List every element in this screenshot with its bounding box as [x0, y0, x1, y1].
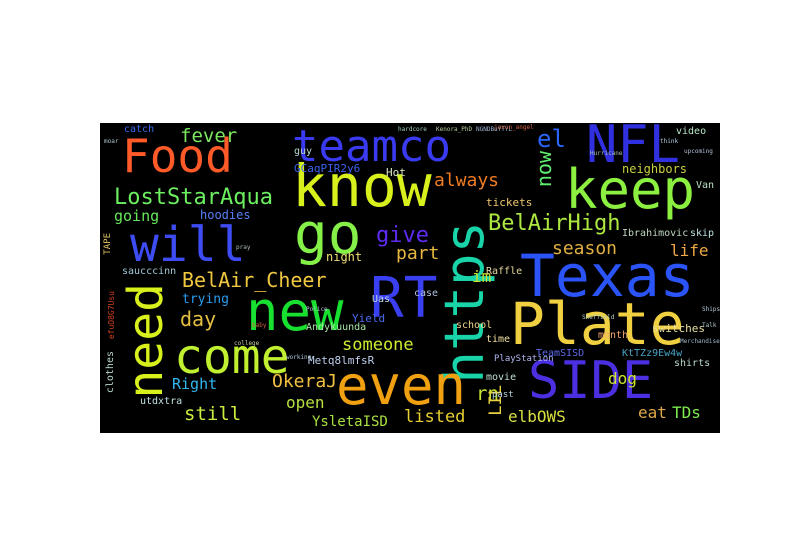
word-hot: Hot: [386, 166, 406, 179]
word-raffle: Raffle: [486, 266, 523, 277]
word-trying: trying: [182, 292, 229, 307]
word-school: school: [456, 320, 493, 331]
word-tape: TAPE: [103, 233, 113, 255]
word-playstation: PlayStation: [494, 354, 554, 364]
word-eat: eat: [638, 403, 667, 422]
word-even: even: [336, 354, 467, 417]
word-skip: skip: [690, 228, 715, 239]
word-catch: catch: [124, 124, 155, 135]
word-cloud: Food teamco NFL know keep will go https …: [100, 123, 720, 433]
word-switches: switches: [652, 322, 705, 335]
word-give: give: [376, 223, 429, 248]
word-teamco: teamco: [292, 123, 451, 172]
word-will: will: [130, 217, 246, 273]
word-tiny-3: Kenora_PhD: [436, 126, 473, 133]
word-someone: someone: [342, 335, 414, 355]
word-tiny-7: upcoming: [684, 148, 713, 155]
word-metq: Metq8lmfsR: [308, 354, 375, 367]
word-ktt: KtTZz9Ew4w: [622, 348, 683, 359]
word-tickets: tickets: [486, 196, 533, 209]
word-guy: guy: [294, 146, 313, 157]
word-nfl: NFL: [586, 123, 680, 175]
word-listed: listed: [404, 407, 466, 427]
word-always: always: [434, 170, 500, 191]
word-elbows: elbOWS: [508, 407, 566, 426]
word-texas: Texas: [520, 242, 695, 310]
word-past: past: [492, 390, 514, 400]
word-case: case: [414, 288, 439, 299]
word-need: need: [118, 283, 174, 399]
word-tiny-10: Merchandise: [680, 338, 720, 345]
word-rn: rn: [476, 383, 499, 405]
word-tiny-12: Talk: [702, 322, 717, 329]
word-gcaq: GCaqPIR2y6: [294, 162, 361, 175]
word-video: video: [676, 126, 707, 137]
word-tiny-11: Ships: [702, 306, 720, 313]
word-tiny-15: pray: [236, 244, 251, 251]
word-side: SIDE: [528, 351, 654, 411]
word-im: im: [472, 267, 492, 286]
word-hoodies: hoodies: [200, 208, 251, 222]
word-rt: RT: [370, 266, 438, 331]
word-tiny-14: baby: [252, 322, 267, 329]
word-season: season: [552, 238, 618, 259]
word-saucccinn: saucccinn: [122, 266, 177, 277]
word-neighbors: neighbors: [622, 162, 688, 176]
word-lost-star-aqua: LostStarAqua: [114, 185, 273, 210]
word-keep: keep: [565, 158, 696, 221]
word-know: know: [292, 152, 432, 220]
word-food: Food: [122, 129, 233, 183]
word-tiny-9: Sheffield: [582, 314, 615, 321]
word-night: night: [326, 250, 363, 264]
word-tiny-13: Police: [306, 306, 328, 313]
word-tiny-2: hardcore: [398, 126, 427, 133]
word-van: Van: [696, 180, 715, 191]
word-ibrahimovic: Ibrahimovic: [622, 228, 689, 239]
word-andykuunda: Andykuunda: [306, 322, 367, 333]
word-still: still: [184, 403, 242, 425]
word-efu: efuO8G7Usu: [107, 291, 116, 340]
word-open: open: [286, 393, 325, 412]
word-movie: movie: [486, 372, 517, 383]
word-going: going: [114, 207, 160, 225]
word-now: now: [532, 151, 556, 188]
word-day: day: [180, 307, 217, 331]
word-okeraj: OkeraJ: [272, 371, 338, 392]
word-dog: dog: [608, 369, 637, 388]
word-tiny-1: moar: [104, 138, 119, 145]
word-go: go: [294, 202, 362, 267]
word-el: el: [537, 125, 566, 153]
word-tiny-17: college: [234, 340, 260, 347]
word-utdxtra: utdxtra: [140, 396, 183, 407]
word-tiny-4: NGNDBuYTYL: [476, 126, 513, 133]
word-yield: Yield: [352, 312, 386, 325]
word-time: time: [486, 334, 511, 345]
word-fever: fever: [180, 125, 238, 147]
word-plate: Plate: [510, 290, 685, 358]
word-month: month: [598, 330, 629, 341]
word-ysleta-isd: YsletaISD: [312, 414, 388, 430]
word-life: life: [670, 241, 709, 260]
word-bel-air-cheer: BelAir_Cheer: [182, 268, 327, 292]
word-come: come: [174, 329, 290, 385]
word-tds: TDs: [672, 403, 701, 422]
word-bel-air-high: BelAirHigh: [488, 211, 621, 236]
word-shirts: shirts: [674, 358, 711, 369]
word-clothes: clothes: [105, 351, 116, 394]
word-part: part: [396, 243, 440, 264]
word-tiny-5: jaxon_angel: [494, 124, 534, 131]
word-uas: Uas: [372, 294, 391, 305]
word-new: new: [246, 280, 344, 343]
word-right: Right: [172, 375, 218, 393]
word-tiny-8: Hurricane: [590, 150, 623, 157]
word-team-sisd: TeamSISD: [536, 348, 585, 359]
word-tiny-16: working: [286, 354, 312, 361]
word-tiny-6: think: [660, 138, 679, 145]
